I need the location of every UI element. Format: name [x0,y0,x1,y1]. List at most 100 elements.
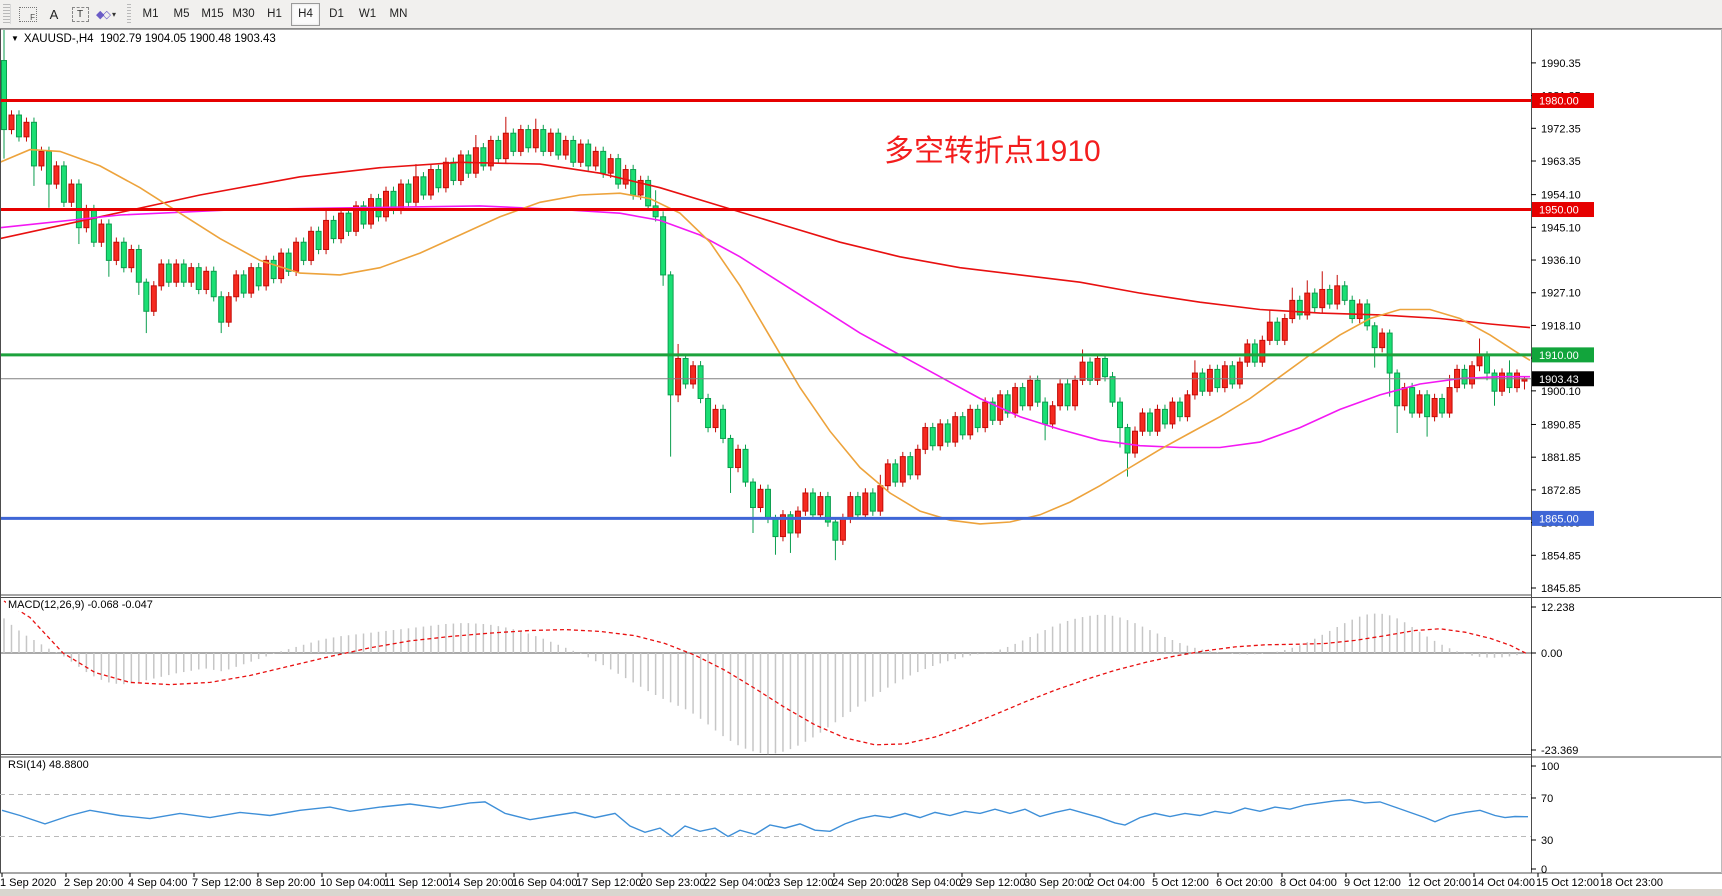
timeframe-mn[interactable]: MN [389,8,408,20]
date-tick: 5 Oct 12:00 [1152,877,1209,889]
date-tick: 14 Sep 20:00 [448,877,513,889]
text-tool-button[interactable]: A [42,3,66,25]
macd-layer: 12.238 0.00 -23.369 [0,600,1578,757]
macd-axis-tick: 12.238 [1541,602,1575,614]
date-tick: 23 Sep 12:00 [768,877,833,889]
price-tick: 1900.10 [1541,386,1581,398]
macd-axis-tick: 0.00 [1541,648,1562,660]
macd-indicator-label: MACD(12,26,9) -0.068 -0.047 [6,599,155,611]
candles-layer [1,30,1528,561]
timeframe-m30[interactable]: M30 [232,8,255,20]
date-tick: 6 Oct 20:00 [1216,877,1273,889]
date-tick: 10 Sep 04:00 [320,877,385,889]
date-tick: 12 Oct 20:00 [1408,877,1471,889]
timeframe-m15[interactable]: M15 [201,8,224,20]
moving-averages-layer [0,148,1531,525]
timeframe-h4[interactable]: H4 [291,2,320,26]
price-tick: 1972.35 [1541,123,1581,135]
date-tick: 22 Sep 04:00 [704,877,769,889]
date-tick: 4 Sep 04:00 [128,877,187,889]
price-badge-1865.00 [1532,510,1594,526]
text-a-icon: A [49,6,59,22]
chart-annotation-text[interactable]: 多空转折点1910 [884,135,1101,168]
price-badge-text: 1950.00 [1539,205,1579,217]
price-tick: 1845.85 [1541,583,1581,595]
price-tick: 1854.85 [1541,550,1581,562]
toolbar-grip[interactable] [3,4,11,24]
price-badge-text: 1980.00 [1539,95,1579,107]
toolbar: F A T ◆◇ ▾ M1 M5 M15 M30 H1 H4 D1 W1 MN [0,0,1722,29]
macd-name: MACD(12,26,9) [8,599,85,611]
price-badge-1950.00 [1532,202,1594,218]
chart-title: ▼ XAUUSD-,H4 1902.79 1904.05 1900.48 1903… [8,33,279,45]
price-badge-text: 1903.43 [1539,374,1579,386]
ohlc-values: 1902.79 1904.05 1900.48 1903.43 [99,33,276,45]
rsi-axis-tick: 100 [1541,761,1559,773]
date-tick: 18 Oct 23:00 [1600,877,1663,889]
textbox-tool-button[interactable]: T [68,3,92,25]
dropdown-caret-icon: ▾ [111,9,116,19]
palette-icon: ◆◇ [96,8,111,21]
timeframe-m5[interactable]: M5 [173,8,190,20]
rsi-indicator-label: RSI(14) 48.8800 [6,759,91,771]
date-tick: 30 Sep 20:00 [1024,877,1089,889]
rsi-value: 48.8800 [48,759,89,771]
date-tick: 15 Oct 12:00 [1536,877,1599,889]
date-tick: 1 Sep 2020 [0,877,56,889]
bottom-scroll-strip[interactable] [0,889,1722,896]
date-axis: 1 Sep 2020 2 Sep 20:00 4 Sep 04:00 7 Sep 12… [0,873,1663,889]
price-tick: 1963.35 [1541,156,1581,168]
date-tick: 24 Sep 20:00 [832,877,897,889]
timeframe-h1[interactable]: H1 [267,8,282,20]
palette-button[interactable]: ◆◇ ▾ [94,3,118,25]
date-tick: 11 Sep 12:00 [384,877,449,889]
panel-borders [0,28,1722,874]
price-badge-1980.00 [1532,92,1594,108]
rsi-name: RSI(14) [8,759,46,771]
macd-axis-tick: -23.369 [1541,745,1578,757]
date-tick: 20 Sep 23:00 [640,877,705,889]
date-tick: 17 Sep 12:00 [576,877,641,889]
chart-grid-f-button[interactable]: F [16,3,40,25]
price-tick: 1890.85 [1541,419,1581,431]
rsi-axis-tick: 30 [1541,835,1553,847]
price-tick: 1927.10 [1541,288,1581,300]
rsi-line [1,799,1529,838]
price-tick: 1881.85 [1541,452,1581,464]
rsi-layer: 100 70 30 0 [0,761,1559,876]
date-tick: 8 Sep 20:00 [256,877,315,889]
rsi-axis-tick: 70 [1541,793,1553,805]
price-badge-text: 1910.00 [1539,350,1579,362]
timeframe-w1[interactable]: W1 [358,8,377,20]
grid-f-icon: F [19,6,37,22]
price-badge-text: 1865.00 [1539,513,1579,525]
date-tick: 9 Oct 12:00 [1344,877,1401,889]
rsi-axis-tick: 0 [1541,864,1547,876]
date-tick: 2 Sep 20:00 [64,877,123,889]
toolbar-separator [127,4,131,24]
price-badge-1910.00 [1532,347,1594,363]
date-tick: 29 Sep 12:00 [960,877,1025,889]
price-badge-1903.43 [1532,371,1594,387]
ma-slow-red-line [0,161,1531,329]
date-tick: 2 Oct 04:00 [1088,877,1145,889]
symbol-timeframe-label: XAUUSD-,H4 [23,33,94,45]
symbol-dropdown-icon[interactable]: ▼ [11,34,19,43]
date-tick: 16 Sep 04:00 [512,877,577,889]
level-lines-layer[interactable] [0,98,1531,520]
price-tick: 1936.10 [1541,255,1581,267]
timeframe-buttons: M1 M5 M15 M30 H1 H4 D1 W1 MN [135,2,414,26]
timeframe-d1[interactable]: D1 [329,8,344,20]
price-tick: 1872.85 [1541,485,1581,497]
price-tick: 1990.35 [1541,58,1581,70]
date-tick: 7 Sep 12:00 [192,877,251,889]
date-tick: 8 Oct 04:00 [1280,877,1337,889]
timeframe-m1[interactable]: M1 [142,8,159,20]
macd-values: -0.068 -0.047 [87,599,153,611]
macd-signal-line [3,600,1529,746]
date-tick: 14 Oct 04:00 [1472,877,1535,889]
price-tick: 1954.10 [1541,190,1581,202]
price-tick: 1918.10 [1541,320,1581,332]
price-tick: 1945.10 [1541,222,1581,234]
